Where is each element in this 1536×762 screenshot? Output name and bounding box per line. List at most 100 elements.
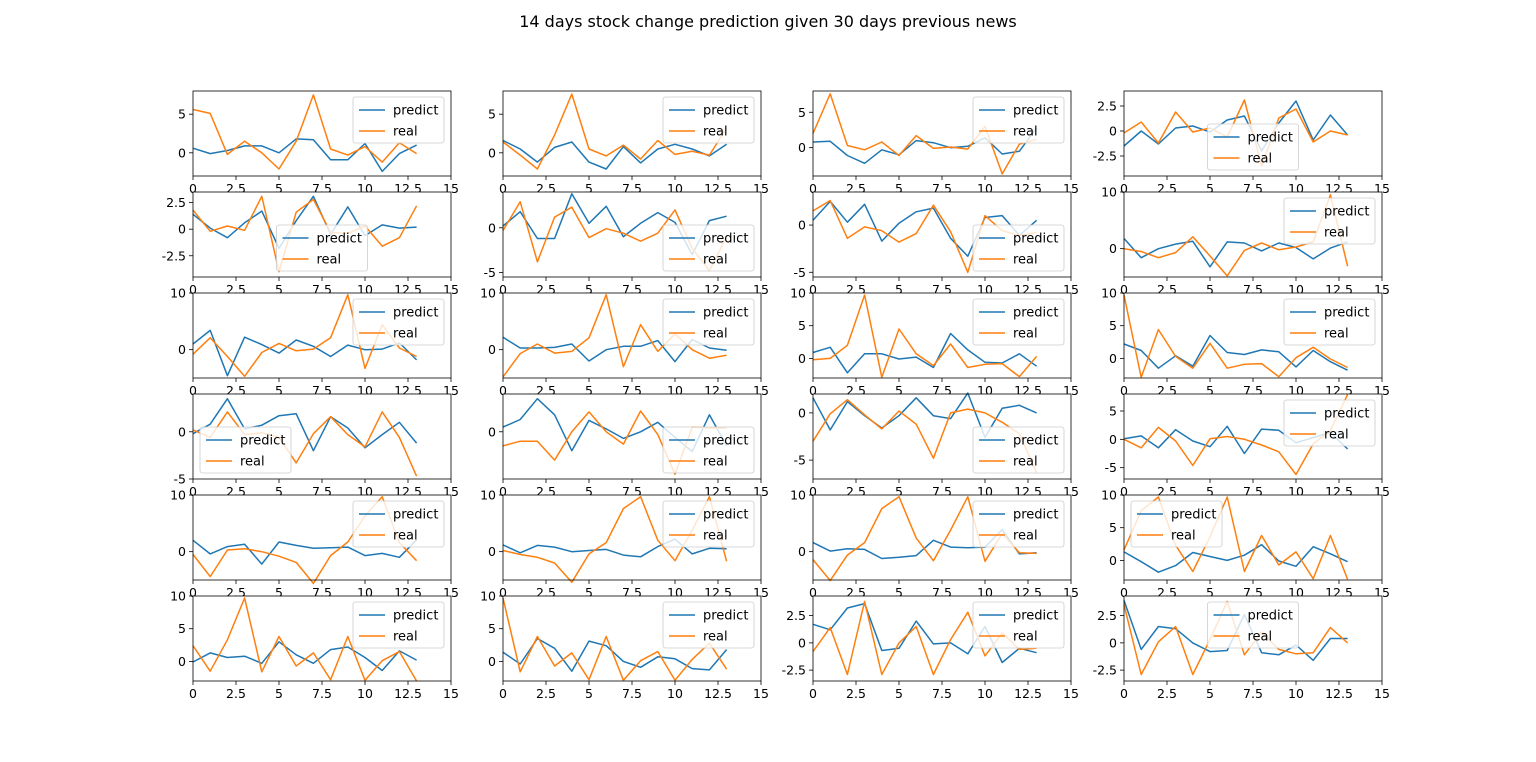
x-tick-label: 15 (753, 686, 769, 701)
legend: predict real (352, 601, 445, 649)
legend: predict real (972, 500, 1065, 548)
legend: predict real (662, 224, 755, 272)
y-tick-label: 0 (488, 220, 496, 235)
y-tick-label: 10 (170, 286, 186, 301)
x-tick-label: 15 (443, 686, 459, 701)
y-tick-label: 0 (1109, 553, 1117, 568)
legend: predict real (972, 224, 1065, 272)
y-tick-label: 5 (1109, 404, 1117, 419)
legend: predict real (1207, 601, 1299, 649)
legend-label-real: real (703, 125, 728, 140)
x-tick-label: 2.5 (226, 686, 246, 701)
series-line-real (502, 597, 728, 682)
x-tick-label: 5 (1206, 181, 1214, 196)
legend: predict real (662, 96, 755, 144)
legend: predict real (199, 426, 292, 474)
series-line-real (812, 398, 1038, 473)
legend-label-real: real (703, 630, 728, 645)
legend: predict real (662, 298, 755, 346)
x-tick-label: 5 (1206, 585, 1214, 600)
y-tick-label: -2.5 (782, 663, 806, 678)
x-tick-label: 0 (499, 585, 507, 600)
series-line-predict (192, 539, 418, 565)
x-tick-label: 0 (809, 383, 817, 398)
y-tick-label: 0 (178, 424, 186, 439)
legend-label-predict: predict (703, 232, 748, 247)
legend-label-predict: predict (703, 434, 748, 449)
y-tick-label: 2.5 (786, 608, 806, 623)
x-tick-label: 0 (1120, 181, 1128, 196)
legend-label-real: real (1248, 152, 1273, 167)
series-line-predict (812, 392, 1037, 439)
y-tick-label: 5 (1109, 520, 1117, 535)
y-tick-label: 10 (480, 589, 496, 604)
legend: predict real (1283, 197, 1376, 245)
x-tick-label: 5 (275, 686, 283, 701)
legend-label-real: real (393, 125, 418, 140)
legend: predict real (662, 500, 755, 548)
x-tick-label: 15 (1374, 686, 1390, 701)
legend-label-real: real (1324, 428, 1349, 443)
x-tick-label: 10 (667, 686, 683, 701)
subplot-5-0: 0 2.5 5 7.5 10 12.5 15 0 5 10 predict real (170, 589, 459, 702)
legend-label-real: real (703, 253, 728, 268)
legend: predict real (972, 601, 1065, 649)
y-tick-label: 0 (798, 351, 806, 366)
legend-label-real: real (1324, 327, 1349, 342)
y-tick-label: 2.5 (1097, 99, 1117, 114)
y-tick-label: -2.5 (1093, 149, 1117, 164)
x-tick-label: 0 (189, 484, 197, 499)
y-tick-label: -5 (794, 265, 806, 280)
y-tick-label: 0 (1109, 241, 1117, 256)
x-tick-label: 5 (275, 181, 283, 196)
x-tick-label: 5 (585, 585, 593, 600)
x-tick-label: 0 (499, 484, 507, 499)
y-tick-label: 0 (798, 405, 806, 420)
y-tick-label: 0 (488, 145, 496, 160)
legend-label-predict: predict (703, 508, 748, 523)
legend-label-predict: predict (1013, 508, 1058, 523)
y-tick-label: 0 (798, 218, 806, 233)
y-tick-label: -5 (794, 453, 806, 468)
x-tick-label: 0 (1120, 282, 1128, 297)
legend-label-real: real (1171, 529, 1196, 544)
series-line-real (1123, 99, 1348, 167)
x-tick-label: 7.5 (1243, 686, 1263, 701)
legend-label-real: real (317, 253, 342, 268)
legend-label-real: real (1013, 125, 1038, 140)
series-line-predict (192, 138, 417, 173)
y-tick-label: 5 (178, 107, 186, 122)
y-tick-label: 2.5 (1097, 608, 1117, 623)
legend: predict real (352, 298, 445, 346)
series-line-predict (192, 397, 418, 452)
x-tick-label: 0 (1120, 686, 1128, 701)
series-line-predict (192, 195, 417, 250)
x-tick-label: 2.5 (1157, 686, 1177, 701)
series-line-real (502, 93, 728, 170)
legend-label-real: real (393, 327, 418, 342)
y-tick-label: 10 (790, 286, 806, 301)
x-tick-label: 5 (585, 484, 593, 499)
legend-label-predict: predict (1248, 609, 1293, 624)
legend: predict real (662, 601, 755, 649)
legend-label-predict: predict (1013, 232, 1058, 247)
y-tick-label: -5 (1105, 460, 1117, 475)
legend: predict real (352, 96, 445, 144)
legend: predict real (1207, 123, 1299, 171)
series-line-predict (1123, 543, 1348, 573)
x-tick-label: 15 (1063, 686, 1079, 701)
x-tick-label: 5 (895, 484, 903, 499)
y-tick-label: 0 (798, 140, 806, 155)
x-tick-label: 5 (585, 383, 593, 398)
legend-label-predict: predict (1013, 104, 1058, 119)
y-tick-label: 10 (170, 488, 186, 503)
y-tick-label: 0 (178, 222, 186, 237)
